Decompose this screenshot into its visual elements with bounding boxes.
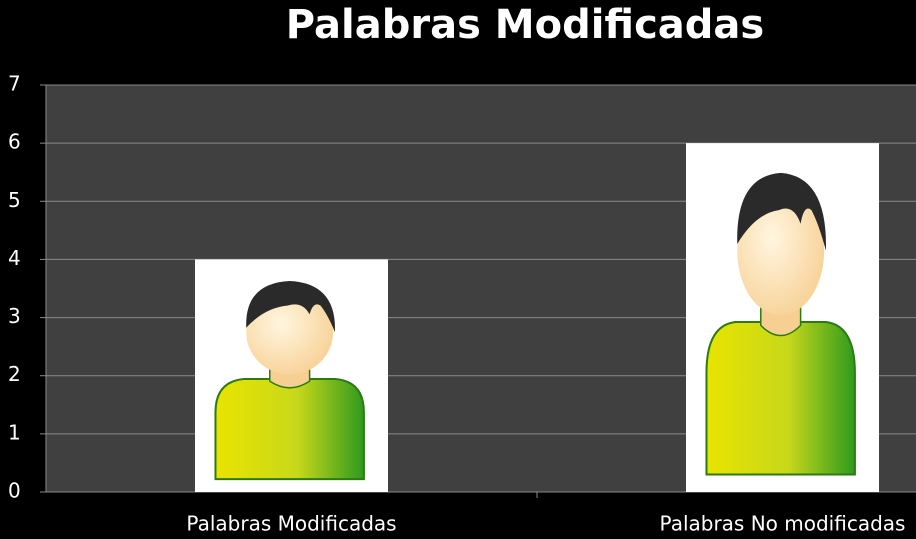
y-tick-label: 7 [8,72,21,96]
y-tick-label: 0 [8,479,21,503]
y-tick-label: 5 [8,188,21,212]
y-tick-label: 1 [8,420,21,444]
x-tick-label: Palabras Modificadas [186,512,396,536]
y-tick-label: 4 [8,246,21,270]
person-icon [215,281,363,479]
y-tick-label: 3 [8,304,21,328]
y-tick-label: 6 [8,130,21,154]
hair [737,172,827,251]
x-tick-label: Palabras No modificadas [660,512,906,536]
chart-title: Palabras Modificadas [286,2,764,48]
head [737,186,825,316]
y-tick-label: 2 [8,362,21,386]
shirt [706,322,854,474]
head [246,289,334,375]
hair [246,281,336,333]
shirt [215,379,363,479]
person-icon [706,172,854,475]
